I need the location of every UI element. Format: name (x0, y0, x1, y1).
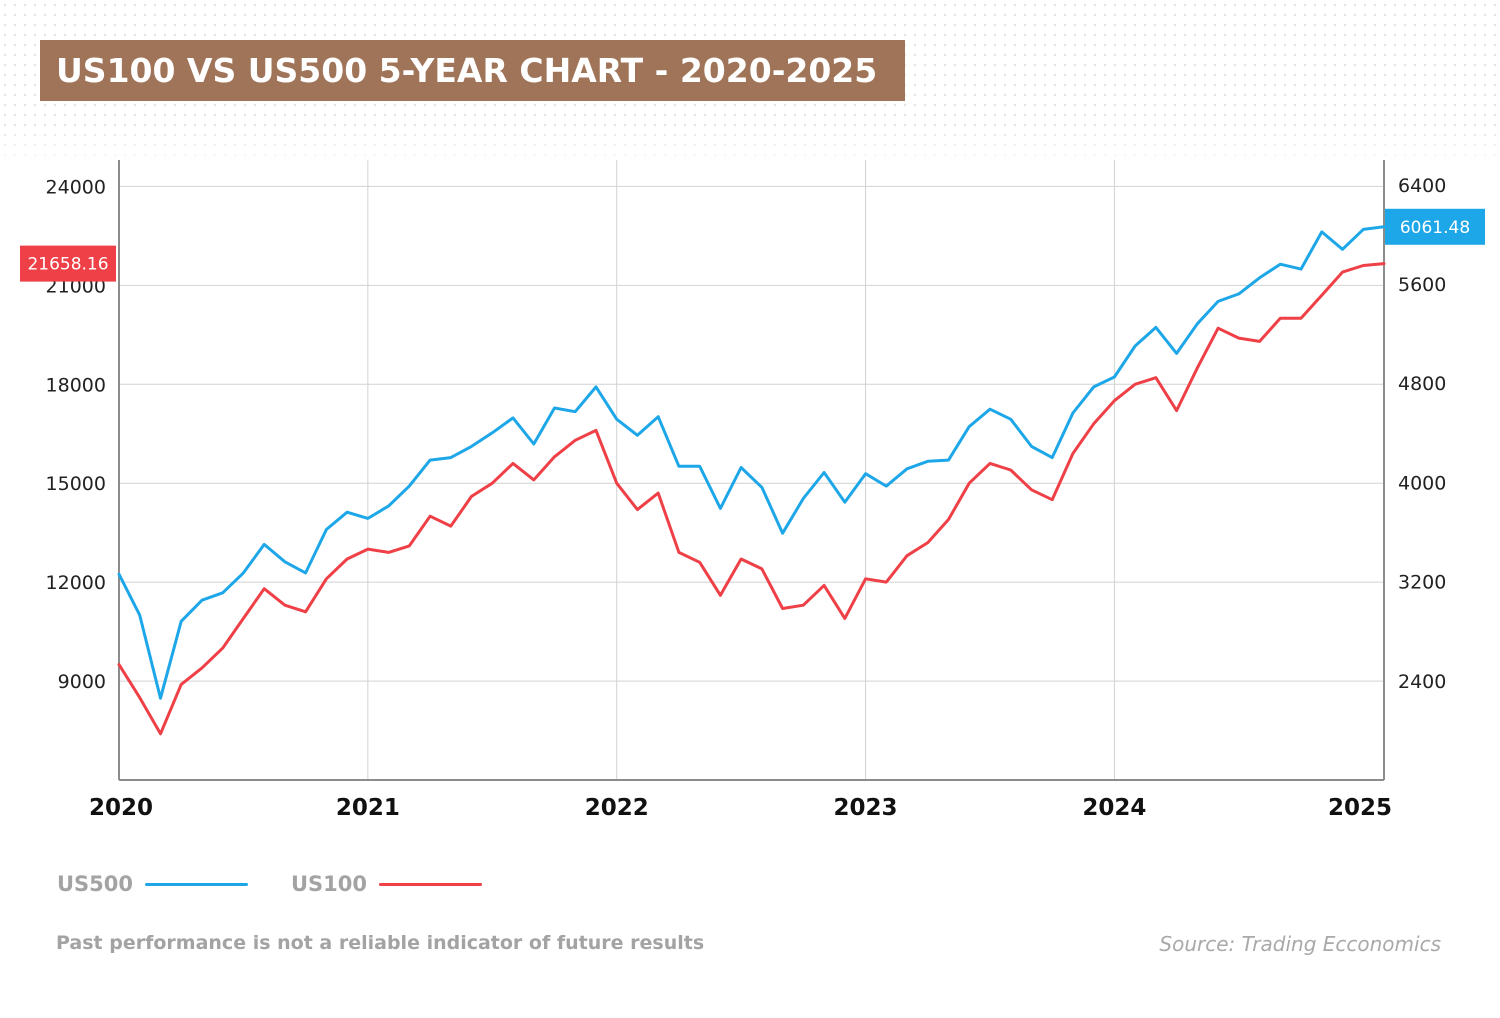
last-value-label-us100: 21658.16 (27, 255, 108, 275)
chart-background (0, 128, 1500, 1018)
legend-label-us100: US100 (291, 872, 368, 896)
legend-item-us100: US100 (291, 870, 483, 898)
series-line-us500 (117, 225, 1386, 700)
last-value-badge-us500 (1385, 208, 1485, 245)
x-tick-label: 2023 (834, 795, 898, 821)
legend-swatch-us500 (145, 882, 249, 886)
x-tick-label: 2025 (1328, 795, 1392, 821)
last-value-badge-us100 (20, 245, 116, 282)
x-tick-label: 2022 (585, 795, 649, 821)
legend-label-us500: US500 (57, 872, 134, 896)
y-left-tick-label: 18000 (46, 374, 106, 396)
series-line-us100 (117, 262, 1386, 736)
y-left-tick-label: 15000 (46, 473, 106, 495)
y-right-tick-label: 4800 (1398, 373, 1446, 395)
y-right-tick-label: 5600 (1398, 274, 1446, 296)
x-tick-label: 2021 (336, 795, 400, 821)
y-right-tick-label: 6400 (1398, 175, 1446, 197)
y-right-tick-label: 2400 (1398, 671, 1446, 693)
x-tick-label: 2024 (1082, 795, 1146, 821)
last-value-label-us500: 6061.48 (1400, 218, 1470, 238)
source-text: Source: Trading Ecconomics (1159, 932, 1441, 956)
y-left-tick-label: 12000 (46, 572, 106, 594)
disclaimer-text: Past performance is not a reliable indic… (56, 932, 705, 954)
chart-title: US100 VS US500 5-YEAR CHART - 2020-2025 (40, 40, 905, 101)
y-left-tick-label: 24000 (46, 176, 106, 198)
y-right-tick-label: 3200 (1398, 572, 1446, 594)
legend-swatch-us100 (379, 882, 483, 886)
y-right-tick-label: 4000 (1398, 472, 1446, 494)
legend-item-us500: US500 (57, 870, 249, 898)
y-left-tick-label: 9000 (58, 671, 106, 693)
x-tick-label: 2020 (89, 795, 153, 821)
